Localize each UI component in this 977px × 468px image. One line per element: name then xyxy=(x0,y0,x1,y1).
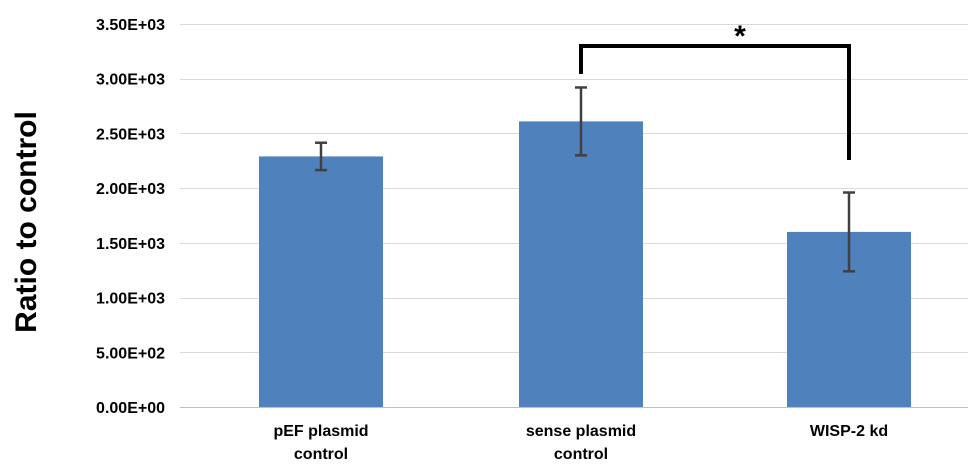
bar xyxy=(519,121,643,408)
error-bars xyxy=(315,86,855,273)
y-tick-labels: 0.00E+00 5.00E+02 1.00E+03 1.50E+03 2.00E+03… xyxy=(96,17,165,417)
x-tick-label-line: sense plasmid xyxy=(526,423,636,440)
x-tick-label: sense plasmid control xyxy=(526,423,636,463)
y-tick-label: 1.00E+03 xyxy=(96,291,165,308)
error-bar xyxy=(843,191,855,273)
x-tick-labels: pEF plasmid control sense plasmid control WI… xyxy=(273,423,888,463)
y-tick-label: 2.00E+03 xyxy=(96,181,165,198)
y-tick-label: 5.00E+02 xyxy=(96,345,165,362)
significance-bracket: * xyxy=(579,20,851,160)
significance-label: * xyxy=(734,20,746,53)
bar xyxy=(259,156,383,407)
y-tick-label: 0.00E+00 xyxy=(96,400,165,417)
significance-bracket-line xyxy=(579,44,851,160)
x-tick-label-line: WISP-2 kd xyxy=(810,423,888,440)
x-tick-label: WISP-2 kd xyxy=(810,423,888,440)
y-tick-label: 3.50E+03 xyxy=(96,17,165,34)
y-tick-label: 3.00E+03 xyxy=(96,72,165,89)
x-tick-label: pEF plasmid control xyxy=(273,423,368,463)
x-tick-label-line: pEF plasmid xyxy=(273,423,368,440)
error-bar xyxy=(575,86,587,157)
y-tick-label: 1.50E+03 xyxy=(96,236,165,253)
x-tick-label-line: control xyxy=(554,446,608,463)
error-bar xyxy=(315,141,327,172)
y-axis-label: Ratio to control xyxy=(10,111,43,333)
bars xyxy=(259,121,911,408)
y-tick-label: 2.50E+03 xyxy=(96,126,165,143)
x-tick-label-line: control xyxy=(294,446,348,463)
